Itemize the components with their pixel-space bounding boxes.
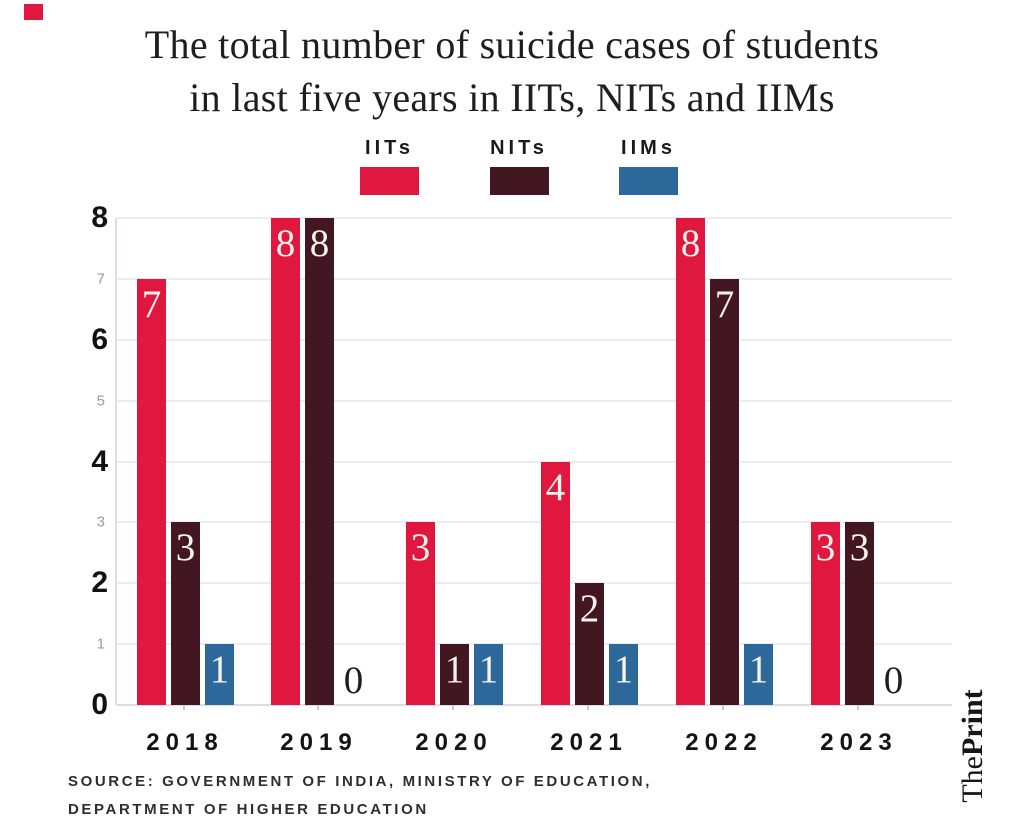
- bar-value-label: 3: [410, 526, 431, 570]
- bar-value-label: 8: [275, 222, 296, 265]
- y-axis-tick-5: 5: [96, 392, 105, 410]
- bar-value-label: 7: [141, 282, 162, 326]
- bar-value-label: 4: [545, 465, 566, 509]
- chart-title: The total number of suicide cases of stu…: [0, 18, 1024, 124]
- x-axis-label-2019: 2019: [280, 729, 358, 756]
- bar-value-label: 7: [714, 282, 735, 326]
- legend-label-iits: IITs: [365, 137, 414, 159]
- theprint-logo-the: The: [956, 756, 989, 803]
- chart-title-line1: The total number of suicide cases of stu…: [144, 22, 880, 67]
- brand-red-square-icon: [24, 4, 43, 20]
- theprint-logo: ThePrint: [956, 666, 992, 826]
- gridline-0: [117, 704, 952, 706]
- bar-value-label: 3: [815, 526, 836, 570]
- bar-iits-2022: 8: [676, 218, 705, 705]
- x-axis-label-2018: 2018: [146, 729, 224, 756]
- legend: IITs NITs IIMs: [360, 137, 678, 195]
- bar-nits-2020: 1: [440, 644, 469, 705]
- x-axis-tick-2020: [452, 705, 454, 710]
- x-axis-label-2022: 2022: [685, 729, 763, 756]
- x-axis-tick-2019: [317, 705, 319, 710]
- x-axis-label-2021: 2021: [550, 729, 628, 756]
- y-axis-tick-4: 4: [91, 444, 108, 478]
- gridline-2: [117, 582, 952, 585]
- chart-title-line2: in last five years in IITs, NITs and IIM…: [189, 75, 835, 120]
- source-note-line1: SOURCE: GOVERNMENT OF INDIA, MINISTRY OF…: [68, 773, 652, 790]
- source-note: SOURCE: GOVERNMENT OF INDIA, MINISTRY OF…: [68, 768, 652, 824]
- bar-value-label: 3: [175, 526, 196, 570]
- bar-value-label: 3: [849, 526, 870, 570]
- bar-group-2018: 7 3 1: [137, 218, 234, 705]
- x-axis-tick-2023: [857, 705, 859, 710]
- bar-iits-2020: 3: [406, 522, 435, 705]
- bar-iits-2019: 8: [271, 218, 300, 705]
- x-axis-tick-2021: [587, 705, 589, 710]
- gridline-8: [117, 217, 952, 219]
- bar-value-label: 8: [680, 222, 701, 265]
- bar-value-label: 1: [748, 648, 769, 692]
- y-axis-tick-1: 1: [96, 635, 105, 653]
- y-axis-tick-8: 8: [91, 201, 108, 234]
- bar-value-label: 1: [613, 648, 634, 692]
- bar-value-label: 0: [343, 659, 364, 703]
- legend-swatch-iims: [619, 167, 678, 195]
- gridline-4: [117, 460, 952, 463]
- legend-label-iims: IIMs: [621, 137, 676, 159]
- legend-swatch-iits: [360, 167, 419, 195]
- bar-iits-2021: 4: [541, 461, 570, 705]
- legend-item-iits: IITs: [360, 137, 419, 195]
- y-axis-tick-2: 2: [91, 566, 108, 600]
- bar-value-label: 1: [209, 648, 230, 692]
- x-axis-label-2020: 2020: [415, 729, 493, 756]
- source-note-line2: DEPARTMENT OF HIGHER EDUCATION: [68, 801, 429, 818]
- bar-value-label: 1: [444, 648, 465, 692]
- y-axis-tick-6: 6: [91, 322, 108, 356]
- x-axis-label-2023: 2023: [820, 729, 898, 756]
- legend-item-iims: IIMs: [619, 137, 678, 195]
- legend-item-nits: NITs: [489, 137, 549, 195]
- y-axis: 0 1 2 3 4 5 6 7 8: [0, 201, 108, 721]
- x-axis-tick-2018: [183, 705, 185, 710]
- bar-iims-2022: 1: [744, 644, 773, 705]
- legend-label-nits: NITs: [490, 137, 548, 159]
- bar-value-label: 2: [579, 587, 600, 631]
- gridline-3: [117, 521, 952, 524]
- legend-swatch-nits: [489, 167, 549, 195]
- y-axis-tick-0: 0: [91, 688, 108, 721]
- bar-nits-2019: 8: [305, 218, 334, 705]
- bar-value-label: 1: [478, 648, 499, 692]
- y-axis-tick-7: 7: [96, 270, 105, 288]
- gridline-5: [117, 399, 952, 402]
- bar-value-label: 8: [309, 222, 330, 265]
- bar-iims-2019: 0: [339, 647, 368, 705]
- bar-iims-2023: 0: [879, 647, 908, 705]
- bar-nits-2022: 7: [710, 278, 739, 705]
- bar-iits-2018: 7: [137, 278, 166, 705]
- y-axis-tick-3: 3: [96, 513, 105, 531]
- bar-iims-2018: 1: [205, 644, 234, 705]
- bar-iits-2023: 3: [811, 522, 840, 705]
- bar-iims-2020: 1: [474, 644, 503, 705]
- gridline-7: [117, 277, 952, 280]
- bar-nits-2018: 3: [171, 522, 200, 705]
- gridline-6: [117, 338, 952, 341]
- bar-nits-2023: 3: [845, 522, 874, 705]
- bar-value-label: 0: [883, 659, 904, 703]
- x-axis-tick-2022: [722, 705, 724, 710]
- theprint-logo-print: Print: [956, 689, 989, 757]
- bar-iims-2021: 1: [609, 644, 638, 705]
- gridline-1: [117, 643, 952, 646]
- bar-nits-2021: 2: [575, 583, 604, 705]
